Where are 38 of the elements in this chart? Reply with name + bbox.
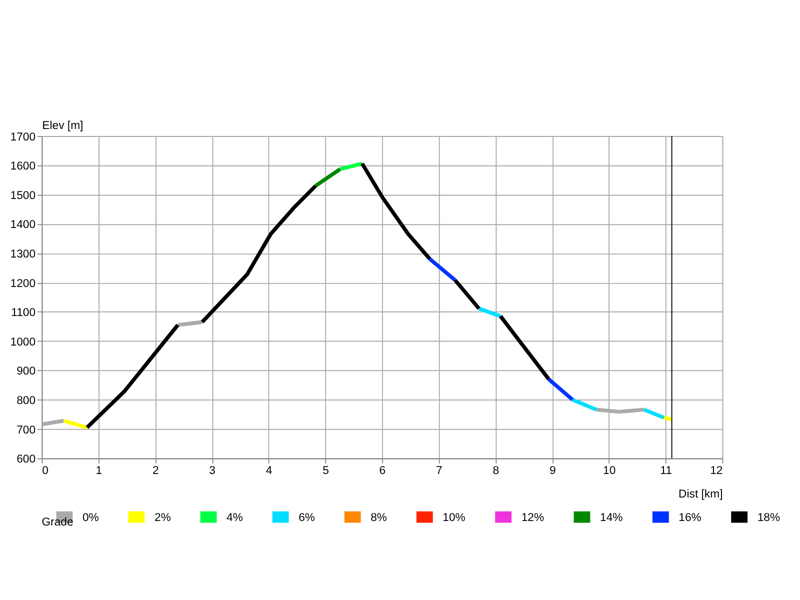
legend-label: 0% (82, 512, 99, 524)
x-axis-title: Dist [km] (678, 488, 723, 501)
x-tick-label: 2 (152, 464, 159, 477)
y-tick-label: 800 (16, 394, 36, 407)
y-tick-label: 600 (16, 454, 36, 466)
legend-label: 4% (226, 512, 243, 524)
x-tick-label: 12 (710, 464, 723, 477)
legend-label: 16% (678, 512, 702, 524)
legend-label: 10% (442, 512, 466, 524)
x-tick-label: 5 (322, 464, 329, 477)
y-tick-label: 1000 (10, 336, 36, 348)
legend-label: 8% (370, 512, 388, 524)
legend-title: Grade (42, 516, 74, 529)
y-tick-label: 1700 (10, 131, 36, 144)
legend-label: 6% (298, 512, 315, 524)
legend-label: 2% (154, 512, 171, 524)
x-tick-label: 1 (96, 464, 102, 477)
y-tick-label: 1100 (11, 307, 36, 320)
x-tick-label: 7 (436, 464, 442, 477)
legend-label: 14% (600, 512, 623, 524)
legend-label: 18% (757, 512, 780, 524)
y-tick-label: 700 (16, 424, 36, 436)
y-tick-label: 900 (16, 366, 36, 378)
y-axis-title: Elev [m] (42, 120, 84, 132)
y-tick-label: 1500 (10, 190, 36, 202)
x-tick-label: 10 (603, 464, 616, 477)
x-tick-label: 11 (660, 464, 672, 477)
legend-label: 12% (521, 512, 544, 524)
y-tick-label: 1600 (10, 160, 36, 173)
y-tick-label: 1200 (10, 278, 36, 290)
x-tick-label: 9 (549, 464, 556, 477)
x-tick-label: 3 (209, 464, 216, 477)
x-tick-label: 4 (266, 464, 272, 477)
x-tick-label: 0 (42, 464, 49, 477)
x-tick-label: 6 (379, 464, 386, 477)
y-tick-label: 1300 (10, 248, 36, 260)
y-tick-label: 1400 (10, 219, 36, 232)
x-tick-label: 8 (492, 464, 500, 477)
